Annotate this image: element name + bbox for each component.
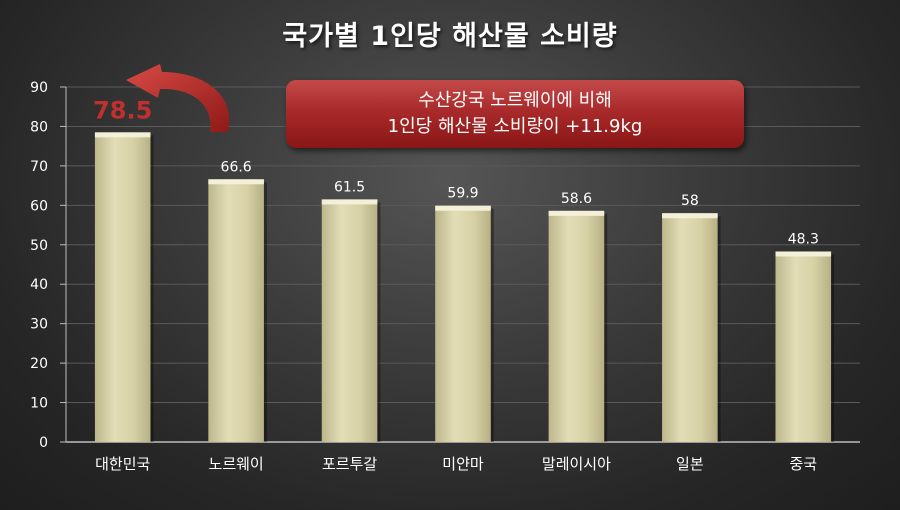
category-label: 일본 bbox=[676, 455, 704, 473]
category-label: 말레이시아 bbox=[542, 455, 611, 473]
y-tick-label: 30 bbox=[30, 317, 48, 333]
value-label: 66.6 bbox=[221, 159, 252, 175]
y-tick-label: 90 bbox=[30, 80, 48, 96]
bar bbox=[662, 213, 718, 442]
callout-line-1: 수산강국 노르웨이에 비해 bbox=[418, 90, 612, 111]
bar bbox=[775, 251, 832, 442]
bar-top-highlight bbox=[548, 210, 605, 216]
value-label: 58.6 bbox=[561, 191, 592, 207]
bar bbox=[94, 132, 151, 442]
category-label: 포르투갈 bbox=[322, 455, 377, 473]
x-axis: 대한민국 노르웨이 포르투갈 미얀마 말레이시아 일본 중국 bbox=[95, 455, 817, 473]
bar-top-highlight bbox=[435, 205, 491, 211]
bar bbox=[435, 205, 491, 442]
bar bbox=[548, 210, 605, 442]
bar bbox=[321, 199, 378, 442]
bar-top-highlight bbox=[775, 251, 832, 257]
category-label: 중국 bbox=[789, 455, 817, 473]
y-tick-label: 70 bbox=[30, 159, 48, 175]
y-tick-label: 10 bbox=[30, 396, 48, 412]
value-labels: 78.5 66.6 61.5 59.9 58.6 58 48.3 bbox=[93, 96, 819, 247]
value-label: 59.9 bbox=[447, 186, 478, 202]
curved-arrow-body bbox=[126, 64, 230, 132]
y-tick-label: 80 bbox=[30, 119, 48, 135]
callout-box: 수산강국 노르웨이에 비해 1인당 해산물 소비량이 +11.9kg bbox=[286, 80, 744, 148]
bars bbox=[94, 132, 835, 443]
value-label: 78.5 bbox=[93, 96, 152, 124]
y-tick-label: 0 bbox=[39, 435, 48, 451]
y-tick-label: 50 bbox=[30, 238, 48, 254]
category-label: 대한민국 bbox=[95, 455, 150, 473]
bar-top-highlight bbox=[321, 199, 378, 205]
curved-arrow bbox=[126, 64, 230, 132]
bar-top-highlight bbox=[662, 213, 718, 219]
y-tick-label: 20 bbox=[30, 356, 48, 372]
category-label: 노르웨이 bbox=[209, 455, 264, 473]
value-label: 61.5 bbox=[334, 179, 365, 195]
value-label: 48.3 bbox=[788, 231, 819, 247]
bar bbox=[208, 179, 264, 443]
y-tick-label: 60 bbox=[30, 198, 48, 214]
callout-line-2: 1인당 해산물 소비량이 +11.9kg bbox=[387, 116, 643, 137]
chart-title: 국가별 1인당 해산물 소비량 bbox=[282, 21, 618, 52]
value-label: 58 bbox=[681, 193, 699, 209]
category-label: 미얀마 bbox=[442, 455, 484, 473]
bar-top-highlight bbox=[94, 132, 151, 138]
y-tick-label: 40 bbox=[30, 277, 48, 293]
bar-top-highlight bbox=[208, 179, 264, 185]
